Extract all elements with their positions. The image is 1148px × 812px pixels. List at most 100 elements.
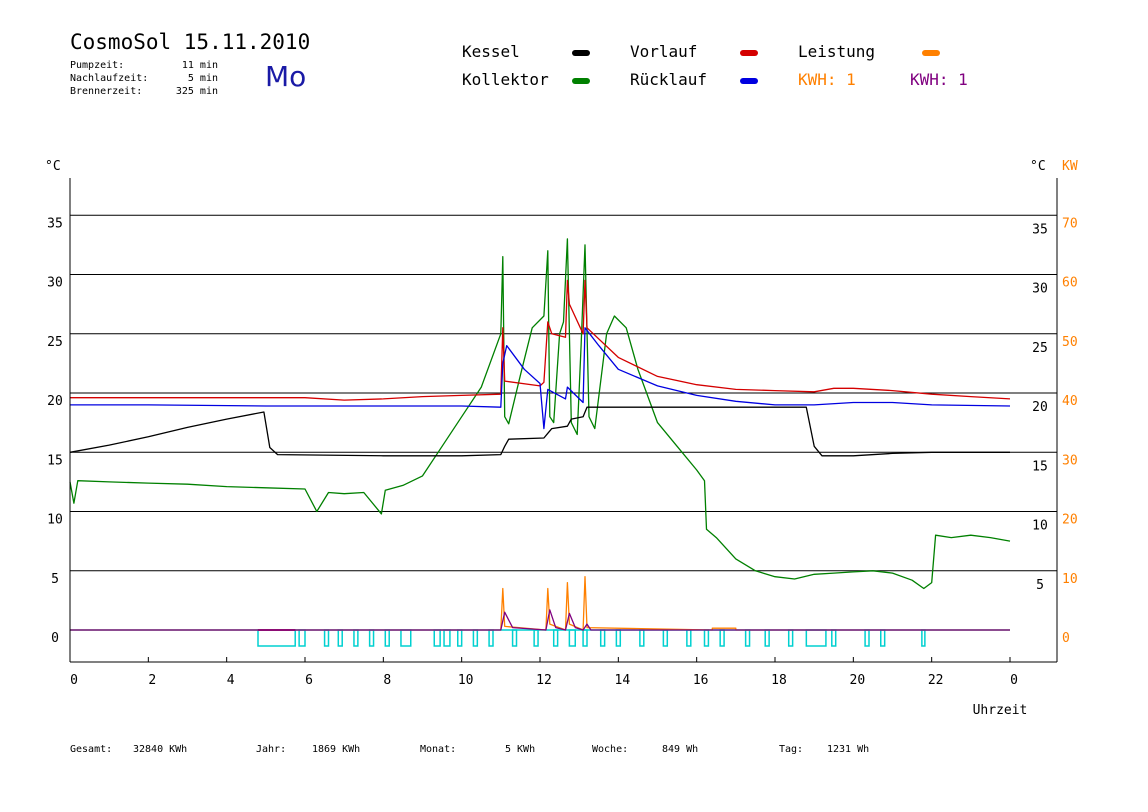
y-tick-label-right: 5: [1036, 578, 1044, 593]
stat-brennerzeit-label: Brennerzeit:: [70, 86, 143, 97]
footer-jahr-label: Jahr:: [256, 744, 287, 755]
legend-vorlauf-label: Vorlauf: [630, 42, 698, 61]
chart-title: CosmoSol 15.11.2010: [70, 30, 311, 54]
x-tick-label: 0: [1010, 673, 1018, 688]
pump-interval: [400, 629, 412, 647]
pump-interval: [582, 629, 588, 647]
temperature-chart: 0510152025303551015202530350102030405060…: [45, 159, 1078, 718]
legend-leistung-swatch: [922, 50, 940, 56]
footer-tag-value: 1231 Wh: [827, 744, 870, 755]
series-ruecklauf-line: [70, 327, 1011, 430]
y-tick-label-left: 30: [47, 276, 63, 291]
pump-interval: [787, 629, 794, 647]
pump-interval: [433, 629, 441, 647]
x-tick-label: 22: [928, 673, 944, 688]
y-tick-label-left: 15: [47, 453, 63, 468]
y-tick-label-left: 0: [51, 631, 59, 646]
y2-tick-label: 20: [1062, 513, 1078, 528]
pump-interval: [831, 629, 837, 647]
y-tick-label-right: 30: [1032, 282, 1048, 297]
x-tick-label: 2: [148, 673, 156, 688]
footer-woche-value: 849 Wh: [662, 744, 699, 755]
legend-kwh2-label: KWH: 1: [910, 70, 968, 89]
legend-leistung-label: Leistung: [798, 42, 876, 61]
footer-gesamt-value: 32840 KWh: [133, 744, 188, 755]
pump-interval: [805, 629, 827, 647]
stat-pumpzeit-value: 11 min: [181, 60, 218, 71]
pump-interval: [615, 629, 622, 647]
y2-tick-label: 70: [1062, 216, 1078, 231]
legend-kwh1-label: KWH: 1: [798, 70, 856, 89]
x-tick-label: 18: [771, 673, 787, 688]
series-kessel-line: [69, 406, 1010, 457]
y-axis-unit-right: °C: [1030, 159, 1046, 174]
x-tick-label: 14: [615, 673, 631, 688]
pump-interval: [257, 629, 296, 647]
pump-intervals: [70, 629, 1010, 647]
pump-interval: [686, 629, 692, 647]
y2-axis-unit: KW: [1062, 159, 1078, 174]
pump-interval: [552, 629, 559, 647]
x-axis-label: Uhrzeit: [973, 703, 1028, 718]
y-tick-label-right: 15: [1032, 459, 1048, 474]
series-kollektor-line: [69, 238, 1011, 590]
grid-lines: [70, 214, 1057, 572]
x-tick-label: 4: [227, 673, 235, 688]
legend-kessel-label: Kessel: [462, 42, 520, 61]
pump-interval: [599, 629, 606, 647]
footer-monat-value: 5 KWh: [505, 744, 536, 755]
legend-ruecklauf-label: Rücklauf: [630, 70, 708, 89]
footer-woche-label: Woche:: [592, 744, 629, 755]
pump-interval: [568, 629, 576, 647]
footer-monat-label: Monat:: [420, 744, 457, 755]
y-tick-label-right: 25: [1032, 341, 1048, 356]
series-kwh-line: [70, 609, 1010, 631]
axes: [69, 178, 1058, 663]
stat-nachlaufzeit-label: Nachlaufzeit:: [70, 73, 149, 84]
x-tick-label: 6: [305, 673, 313, 688]
pump-interval: [337, 629, 343, 647]
y2-tick-label: 10: [1062, 572, 1078, 587]
pump-interval: [639, 629, 645, 647]
pump-interval: [864, 629, 870, 647]
y-tick-label-left: 25: [47, 335, 63, 350]
series-vorlauf-line: [70, 279, 1011, 401]
pump-interval: [703, 629, 710, 647]
y-tick-label-left: 35: [47, 216, 63, 231]
legend-kollektor-swatch: [572, 78, 590, 84]
footer-gesamt-label: Gesamt:: [70, 744, 113, 755]
pump-interval: [533, 629, 539, 647]
pump-interval: [472, 629, 479, 647]
pump-interval: [368, 629, 375, 647]
pump-interval: [662, 629, 669, 647]
pump-interval: [457, 629, 463, 647]
x-tick-label: 12: [536, 673, 552, 688]
stat-brennerzeit-value: 325 min: [175, 86, 218, 97]
pump-interval: [353, 629, 359, 647]
x-tick-label: 8: [383, 673, 391, 688]
y-axis-unit-left: °C: [45, 159, 61, 174]
y2-tick-label: 40: [1062, 394, 1078, 409]
x-tick-label: 20: [850, 673, 866, 688]
pump-interval: [921, 629, 926, 647]
legend-ruecklauf-swatch: [740, 78, 758, 84]
y-tick-label-left: 5: [51, 572, 59, 587]
pump-interval: [880, 629, 886, 647]
y2-tick-label: 50: [1062, 335, 1078, 350]
stat-pumpzeit-label: Pumpzeit:: [70, 60, 125, 71]
pump-interval: [443, 629, 451, 647]
y2-tick-label: 60: [1062, 276, 1078, 291]
pump-interval: [719, 629, 725, 647]
series-leistung-line: [70, 576, 1010, 631]
pump-interval: [764, 629, 770, 647]
pump-interval: [298, 629, 306, 647]
y2-tick-label: 30: [1062, 453, 1078, 468]
y-tick-label-left: 20: [47, 394, 63, 409]
x-tick-label: 10: [458, 673, 474, 688]
x-tick-label: 0: [70, 673, 78, 688]
y-tick-label-right: 35: [1032, 222, 1048, 237]
weekday-label: Mo: [265, 60, 307, 93]
y-tick-label-left: 10: [47, 513, 63, 528]
footer-tag-label: Tag:: [779, 744, 804, 755]
tick-labels: 0510152025303551015202530350102030405060…: [45, 159, 1078, 718]
